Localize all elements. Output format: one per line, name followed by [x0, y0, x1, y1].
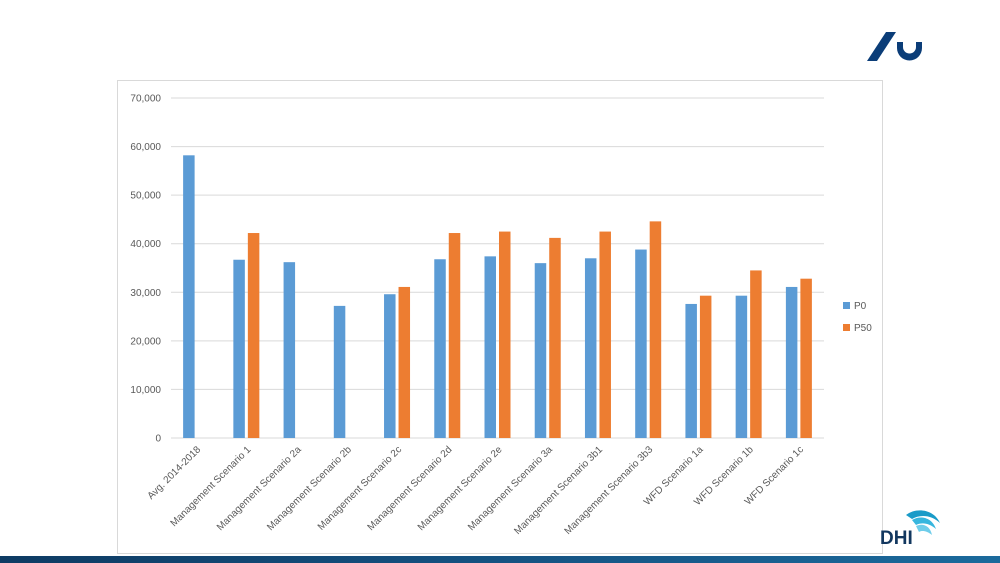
legend-swatch	[843, 324, 850, 331]
au-logo-icon	[867, 32, 922, 61]
x-category-label: Management Scenario 2b	[265, 444, 354, 533]
legend-swatch	[843, 302, 850, 309]
x-category-label: Management Scenario 3b3	[563, 444, 656, 537]
bar-p0	[685, 303, 697, 438]
y-tick-label: 60,000	[130, 142, 161, 153]
bar-p50	[599, 231, 611, 438]
bottom-accent-bar	[0, 556, 1000, 563]
y-tick-label: 30,000	[130, 288, 161, 299]
bar-p0	[434, 259, 446, 438]
x-category-label: Management Scenario 2c	[316, 444, 404, 532]
bar-p50	[448, 233, 461, 438]
bar-p0	[584, 258, 597, 438]
x-category-label: Management Scenario 3b1	[512, 444, 605, 537]
bar-p0	[635, 249, 647, 438]
x-category-label: Management Scenario 2e	[416, 444, 505, 533]
y-tick-label: 10,000	[130, 385, 161, 396]
bar-chart: 0 10,000 20,000 30,000 40,000 50,000 60,000 70,…	[130, 94, 872, 538]
x-category-label: Management Scenario 2a	[215, 444, 304, 533]
chart-frame: 0 10,000 20,000 30,000 40,000 50,000 60,000 70,…	[117, 80, 883, 554]
bar-p0	[785, 286, 798, 438]
bar-p50	[750, 270, 762, 438]
y-tick-label: 0	[155, 434, 161, 445]
bar-p50	[699, 295, 712, 438]
bar-p50	[800, 278, 812, 438]
bar-p50	[398, 286, 411, 438]
legend-label: P50	[854, 323, 872, 334]
bar-p0	[333, 305, 346, 438]
bar-p0	[484, 256, 496, 438]
bar-p0	[384, 294, 396, 438]
y-tick-label: 40,000	[130, 239, 161, 250]
bar-p0	[534, 263, 547, 438]
dhi-logo-text: DHI	[880, 528, 913, 549]
y-tick-label: 20,000	[130, 336, 161, 347]
x-category-label: Avg. 2014-2018	[146, 444, 204, 502]
bar-p0	[283, 262, 296, 438]
bar-p0	[233, 259, 245, 438]
x-category-label: Management Scenario 1	[169, 444, 254, 529]
x-category-label: Management Scenario 2d	[366, 444, 455, 533]
y-tick-label: 70,000	[130, 94, 161, 105]
bar-p50	[247, 233, 260, 438]
bar-p50	[499, 231, 511, 438]
bar-p0	[183, 155, 195, 439]
bar-p50	[649, 221, 662, 438]
y-tick-label: 50,000	[130, 191, 161, 202]
bar-p50	[549, 237, 561, 438]
x-category-label: Management Scenario 3a	[466, 444, 555, 533]
dhi-logo-icon: DHI	[880, 510, 940, 549]
bar-p0	[735, 295, 748, 438]
legend-label: P0	[854, 301, 867, 312]
